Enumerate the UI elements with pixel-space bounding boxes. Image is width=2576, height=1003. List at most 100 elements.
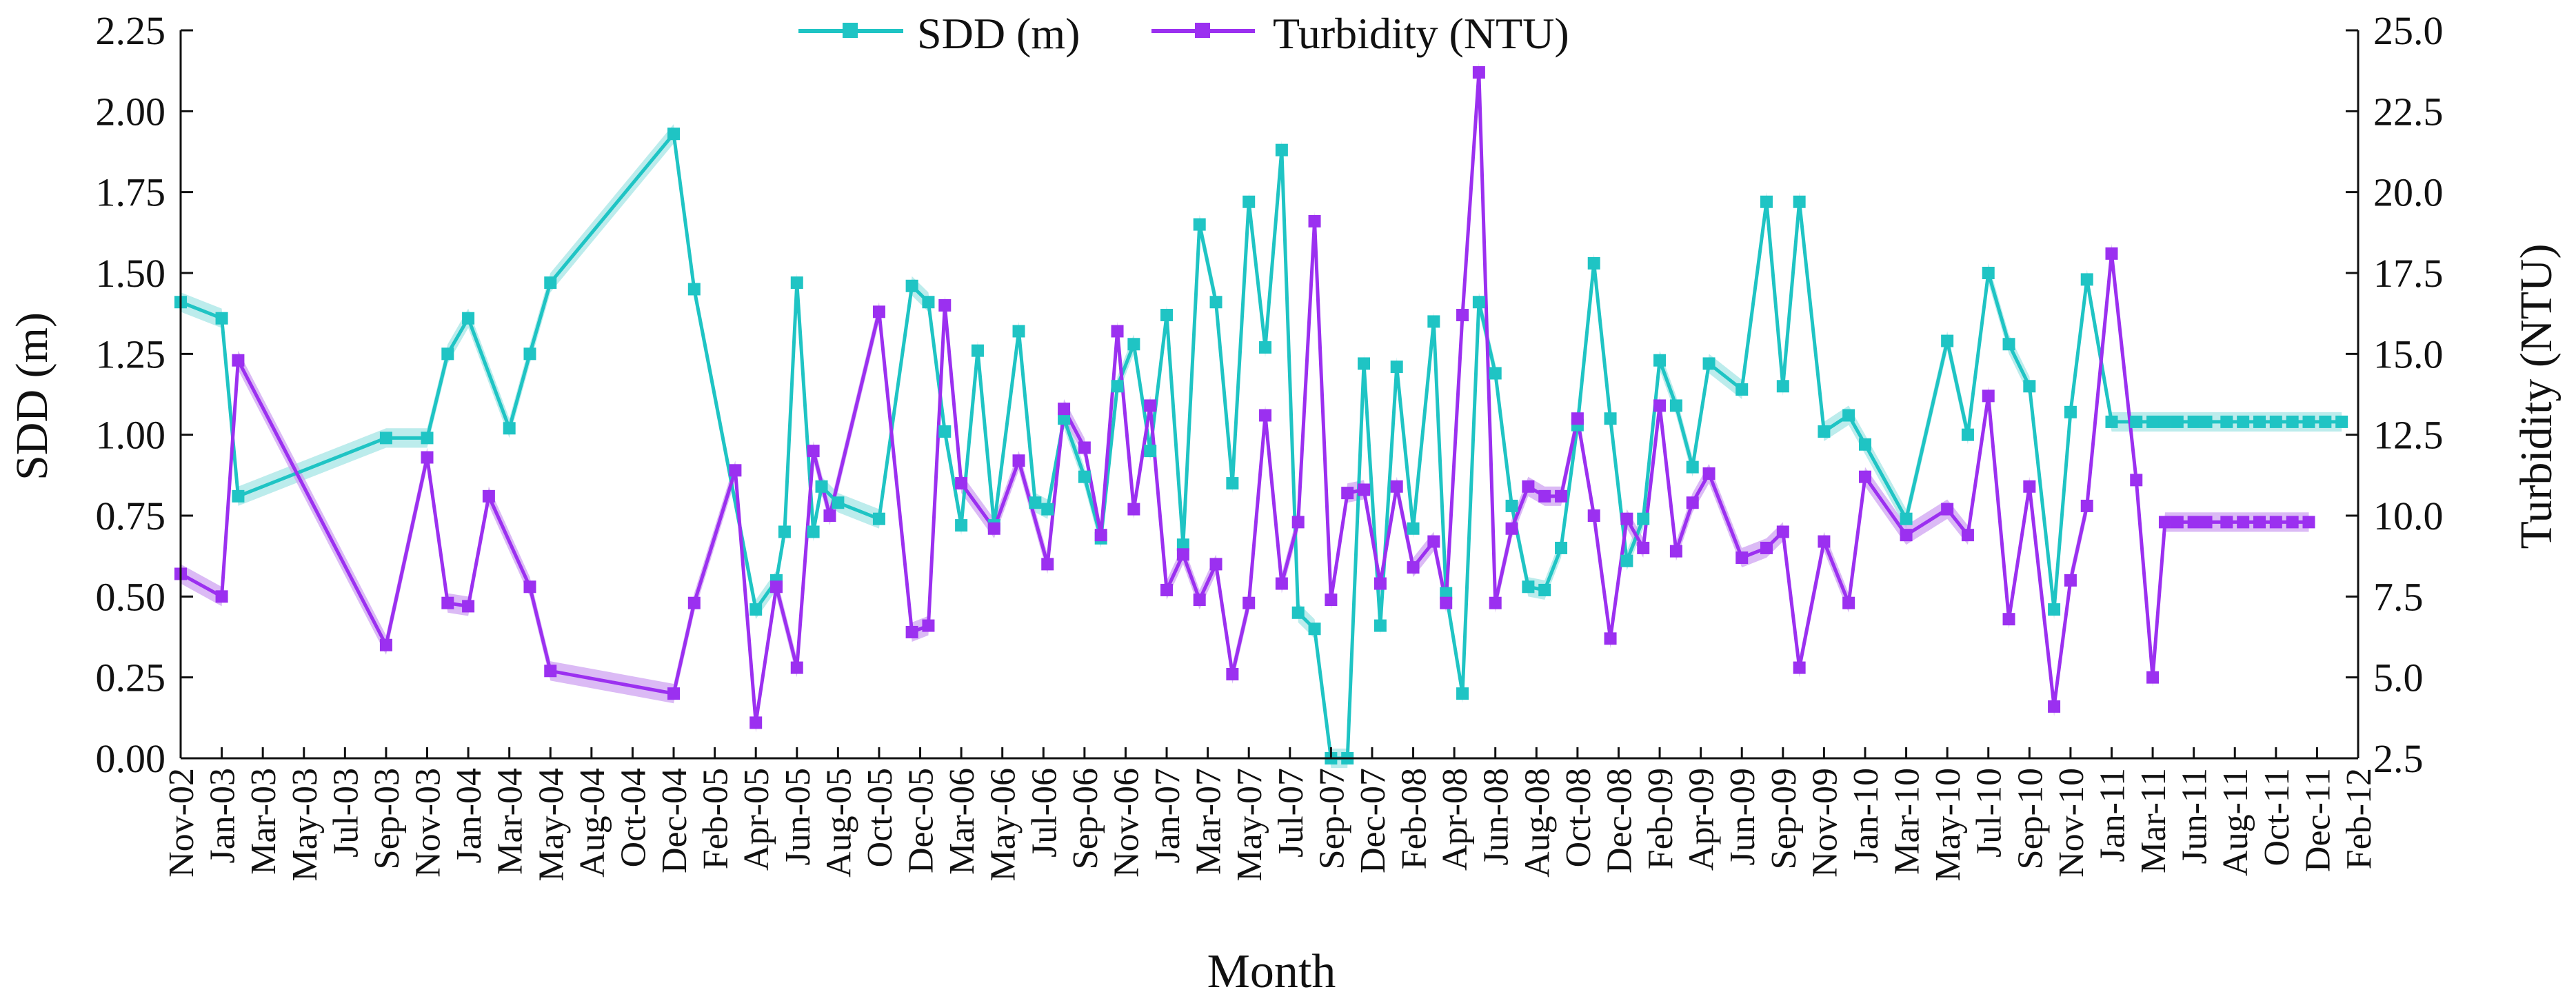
data-point [1961, 529, 1974, 542]
data-point [1669, 399, 1682, 412]
data-point [1637, 541, 1650, 554]
data-point [1078, 470, 1091, 483]
data-point [1176, 538, 1189, 551]
data-point [2187, 516, 2200, 529]
x-tick-label: May-03 [285, 768, 325, 882]
data-point [1472, 296, 1485, 309]
data-point [215, 312, 228, 325]
data-point [1637, 512, 1650, 525]
data-point [544, 276, 557, 290]
data-point [1571, 412, 1584, 425]
data-point [1793, 661, 1806, 674]
data-point [1620, 512, 1633, 525]
x-tick-label: Jun-09 [1723, 768, 1762, 866]
data-point [1308, 214, 1321, 227]
data-point [2220, 415, 2233, 428]
data-point [2002, 613, 2015, 626]
data-point [987, 522, 1000, 535]
x-tick-label: Jul-06 [1025, 768, 1064, 858]
y-right-tick-label: 5.0 [2373, 656, 2424, 700]
x-tick-label: Jan-11 [2093, 768, 2132, 862]
data-point [778, 525, 791, 538]
data-point [1653, 354, 1667, 367]
y-right-tick-label: 7.5 [2373, 574, 2424, 619]
data-point [1058, 403, 1071, 416]
data-point [2187, 415, 2200, 428]
x-tick-label: Jul-10 [1970, 768, 2009, 858]
data-point [1842, 596, 1855, 609]
x-tick-label: Feb-08 [1395, 768, 1434, 869]
data-point [1776, 525, 1789, 538]
x-tick-label: Jan-10 [1847, 768, 1886, 864]
data-point [1160, 583, 1174, 596]
x-tick-label: Nov-03 [409, 768, 448, 878]
data-point [2286, 516, 2299, 529]
x-tick-label: Mar-03 [244, 768, 283, 875]
data-point [2158, 415, 2171, 428]
x-tick-label: Mar-07 [1189, 768, 1229, 875]
x-tick-label: Dec-11 [2298, 768, 2337, 872]
data-point [1686, 496, 1699, 509]
data-point [922, 619, 935, 632]
data-point [769, 580, 783, 594]
data-point [1941, 334, 1954, 347]
data-point [1427, 315, 1440, 328]
x-tick-label: Nov-09 [1805, 768, 1844, 878]
data-point [1505, 499, 1518, 512]
data-point [441, 347, 454, 361]
legend-marker-turbidity [1195, 23, 1210, 38]
x-tick-label: Jan-03 [203, 768, 243, 864]
data-point [1760, 541, 1773, 554]
x-tick-label: Dec-05 [902, 768, 941, 873]
legend-label-turbidity: Turbidity (NTU) [1273, 9, 1569, 58]
y-right-tick-label: 20.0 [2373, 170, 2444, 215]
data-point [1702, 467, 1715, 480]
data-point [1900, 512, 1913, 525]
data-point [2319, 415, 2332, 428]
data-point [1209, 558, 1222, 571]
x-tick-label: Sep-03 [368, 768, 407, 869]
data-point [667, 128, 681, 141]
data-point [1489, 596, 1502, 609]
data-point [971, 344, 984, 357]
data-point [832, 496, 845, 509]
y-left-tick-label: 1.50 [96, 251, 166, 296]
data-point [1982, 267, 1995, 279]
series-line-0 [180, 132, 2342, 760]
data-point [1275, 143, 1288, 156]
data-point [1373, 619, 1387, 632]
y-axis-left-title: SDD (m) [7, 312, 57, 480]
data-point [1160, 309, 1174, 322]
data-point [1858, 438, 1871, 451]
data-point [2048, 603, 2061, 616]
data-point [938, 425, 952, 438]
data-point [815, 480, 828, 493]
x-tick-label: Nov-02 [162, 768, 201, 878]
data-point [1291, 516, 1305, 529]
data-point [1604, 632, 1617, 645]
y-right-tick-label: 25.0 [2373, 8, 2444, 53]
data-point [1407, 561, 1420, 574]
data-point [1686, 460, 1699, 474]
data-point [1818, 535, 1831, 548]
data-point [2269, 415, 2282, 428]
x-tick-label: Jul-03 [326, 768, 365, 858]
y-left-tick-label: 0.75 [96, 494, 166, 538]
data-point [1242, 195, 1256, 208]
y-left-tick-label: 1.75 [96, 170, 166, 215]
data-point [1982, 389, 1995, 403]
data-point [1259, 341, 1272, 354]
x-axis-title: Month [1207, 945, 1336, 998]
data-point [1144, 399, 1157, 412]
data-point [1193, 218, 1206, 231]
x-tick-label: May-06 [984, 768, 1023, 882]
data-point [1735, 551, 1749, 565]
data-point [938, 298, 952, 312]
data-point [1941, 503, 1954, 516]
x-tick-label: Sep-10 [2011, 768, 2050, 869]
data-point [1760, 195, 1773, 208]
data-point [1078, 441, 1091, 454]
y-right-tick-label: 15.0 [2373, 332, 2444, 376]
data-point [1472, 66, 1485, 79]
x-tick-label: Oct-11 [2257, 768, 2297, 866]
